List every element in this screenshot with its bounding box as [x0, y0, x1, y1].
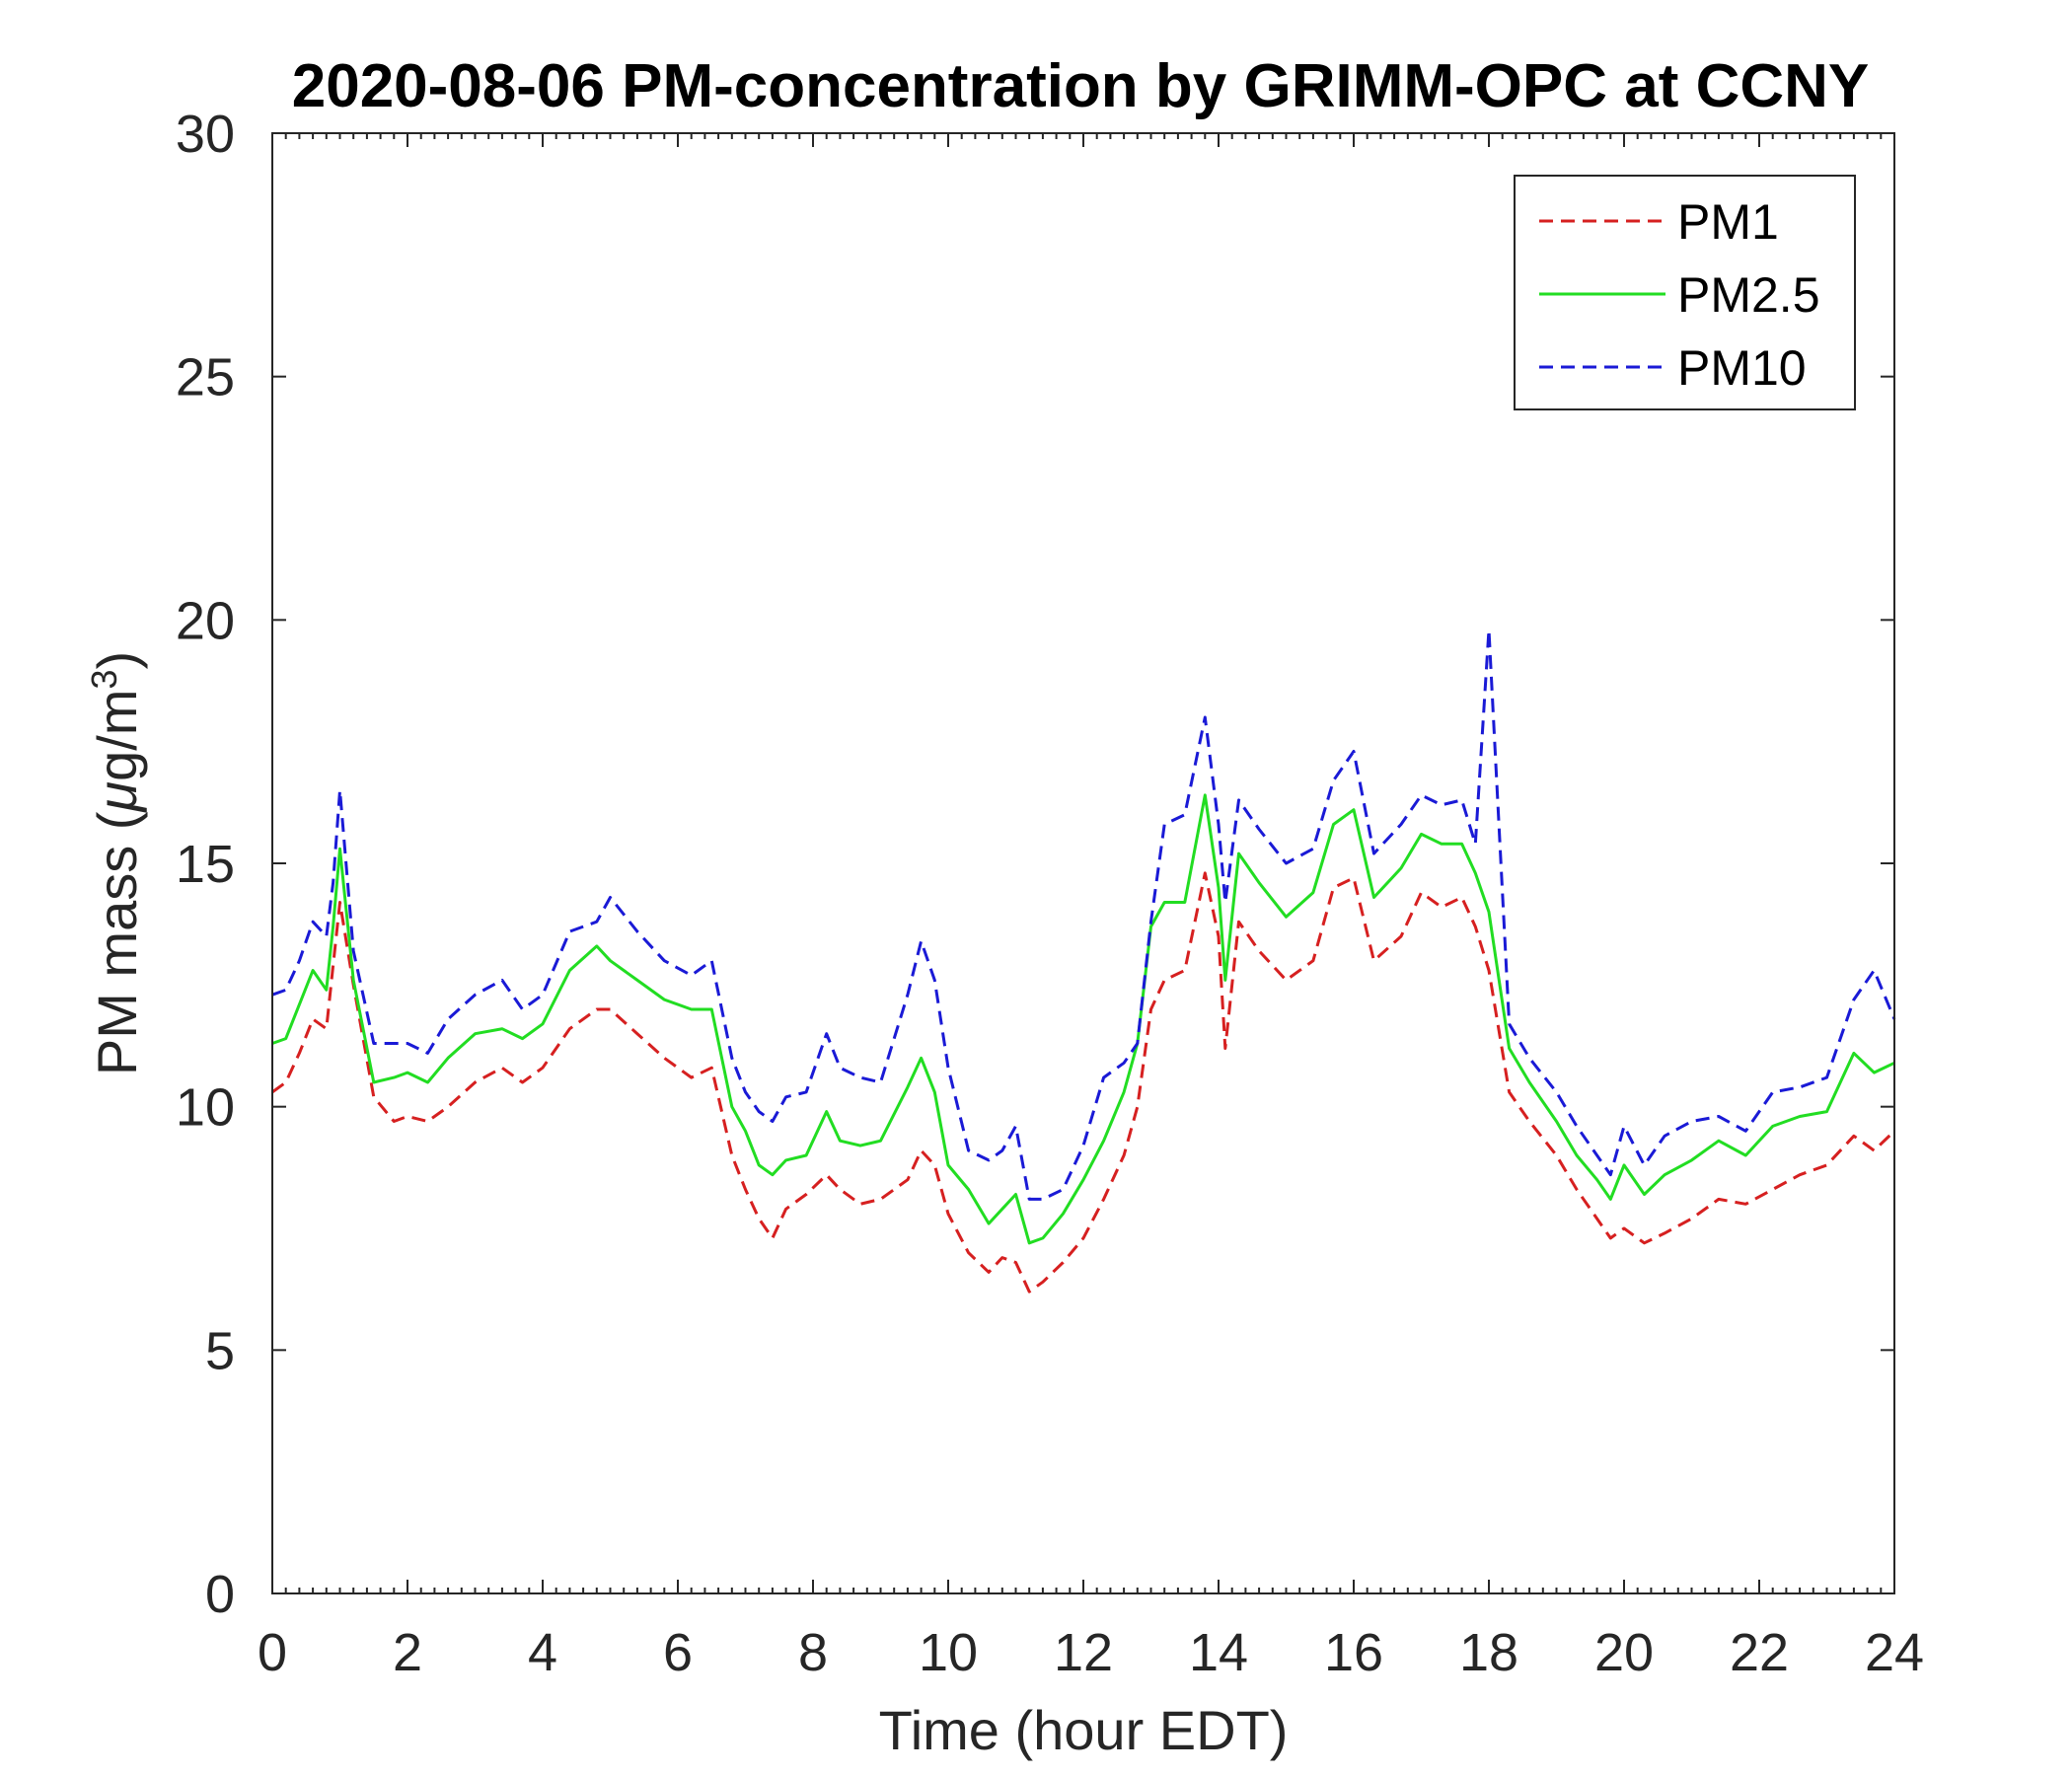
y-axis-label: PM mass (μg/m3) — [84, 651, 149, 1075]
x-tick-label: 10 — [919, 1623, 978, 1682]
x-tick-label: 24 — [1865, 1623, 1924, 1682]
x-tick-label: 6 — [663, 1623, 693, 1682]
x-tick-label: 2 — [393, 1623, 422, 1682]
y-axis-label-suffix: ) — [86, 651, 148, 670]
x-tick-label: 22 — [1730, 1623, 1789, 1682]
x-axis-label: Time (hour EDT) — [879, 1699, 1289, 1761]
y-axis-label-sup: 3 — [84, 670, 124, 690]
x-tick-label: 14 — [1189, 1623, 1248, 1682]
x-tick-label: 12 — [1054, 1623, 1113, 1682]
x-tick-label: 8 — [798, 1623, 828, 1682]
legend: PM1 PM2.5 PM10 — [1514, 175, 1856, 410]
y-tick-labels: 0 5 10 15 20 25 30 — [176, 105, 235, 1624]
legend-label-pm10: PM10 — [1677, 340, 1807, 396]
legend-label-pm1: PM1 — [1677, 194, 1779, 250]
series-line-pm25 — [271, 793, 1895, 1245]
x-tick-labels: 0 2 4 6 8 10 12 14 16 18 20 22 24 — [258, 1623, 1924, 1682]
legend-label-pm25: PM2.5 — [1677, 267, 1820, 323]
chart-title: 2020-08-06 PM-concentration by GRIMM-OPC… — [292, 52, 1870, 120]
y-tick-label: 10 — [176, 1078, 235, 1138]
series-line-pm1 — [271, 871, 1896, 1294]
y-tick-label: 20 — [176, 591, 235, 650]
y-tick-label: 30 — [176, 105, 235, 164]
y-axis-label-prefix: PM mass ( — [86, 811, 148, 1075]
y-tick-label: 15 — [176, 835, 235, 894]
series-line-pm10 — [271, 628, 1896, 1201]
x-tick-label: 0 — [258, 1623, 287, 1682]
x-tick-label: 20 — [1594, 1623, 1654, 1682]
x-tick-label: 16 — [1324, 1623, 1383, 1682]
y-axis-label-unit: g/m — [86, 690, 148, 781]
y-axis-label-mu: μ — [86, 781, 148, 814]
series-layer — [271, 628, 1896, 1294]
x-tick-label: 4 — [528, 1623, 557, 1682]
plot-frame — [271, 132, 1895, 1594]
y-tick-label: 5 — [205, 1321, 235, 1380]
y-tick-label: 25 — [176, 348, 235, 407]
y-tick-label: 0 — [205, 1565, 235, 1624]
x-tick-label: 18 — [1459, 1623, 1518, 1682]
